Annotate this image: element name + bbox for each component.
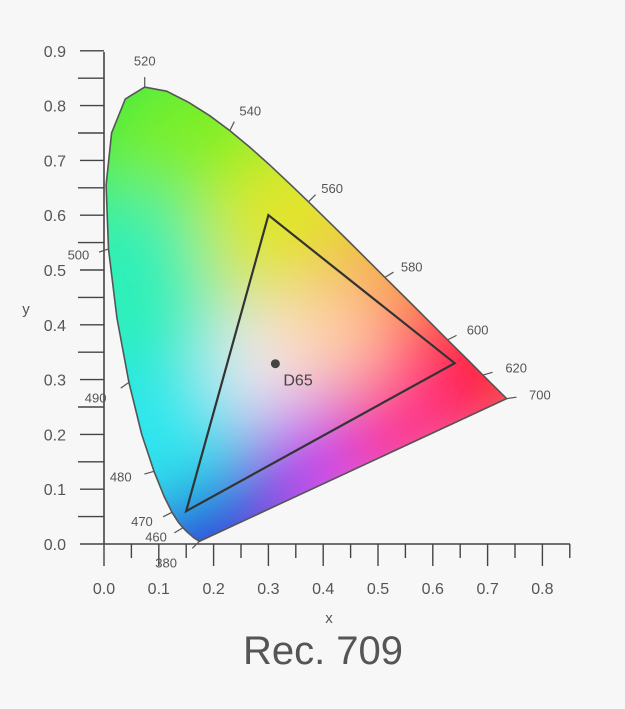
- wavelength-label: 700: [529, 387, 551, 402]
- axes: 0.0 0.1 0.2 0.3 0.4 0.5 0.6 0.7 0.8 0.0 0.1 0.2 0.3 0…: [44, 44, 571, 598]
- wavelength-label: 480: [110, 470, 132, 485]
- y-tick-label: 0.2: [44, 427, 66, 444]
- wavelength-label: 580: [401, 260, 423, 275]
- wavelength-tick: [162, 511, 173, 518]
- y-tick-label: 0.0: [44, 537, 66, 554]
- x-tick-label: 0.1: [148, 581, 170, 598]
- y-tick-label: 0.6: [44, 208, 66, 225]
- wavelength-tick: [174, 527, 184, 534]
- wavelength-label: 500: [68, 247, 90, 262]
- x-tick-label: 0.5: [367, 581, 389, 598]
- y-axis-label: y: [22, 301, 30, 318]
- wavelength-label: 470: [131, 514, 153, 529]
- y-tick-label: 0.8: [44, 99, 66, 116]
- y-tick-label: 0.1: [44, 482, 66, 499]
- wavelength-label: 380: [155, 556, 177, 571]
- wavelength-tick: [191, 540, 200, 549]
- wavelength-tick: [98, 248, 109, 253]
- spectral-locus-outline: [105, 86, 508, 543]
- wavelength-label: 620: [505, 361, 527, 376]
- white-point-marker: [270, 359, 280, 369]
- wavelength-tick: [144, 470, 155, 475]
- x-tick-label: 0.7: [476, 581, 498, 598]
- wavelength-label: 490: [85, 390, 107, 405]
- color-region: [106, 291, 258, 512]
- x-tick-label: 0.2: [202, 581, 224, 598]
- white-point-label: D65: [283, 373, 312, 390]
- color-region: [279, 280, 390, 391]
- wavelength-tick: [447, 334, 457, 341]
- chart-title: Rec. 709: [243, 629, 403, 673]
- y-tick-label: 0.5: [44, 263, 66, 280]
- wavelength-label: 560: [321, 181, 343, 196]
- wavelength-tick: [120, 381, 130, 389]
- y-tick-label: 0.9: [44, 44, 66, 61]
- x-axis-label: x: [325, 610, 333, 627]
- wavelength-tick: [308, 194, 316, 203]
- x-tick-label: 0.4: [312, 581, 334, 598]
- x-tick-label: 0.0: [93, 581, 115, 598]
- spectral-locus-fill: [106, 87, 507, 542]
- x-tick-label: 0.8: [531, 581, 553, 598]
- x-tick-label: 0.3: [257, 581, 279, 598]
- wavelength-tick: [229, 121, 235, 131]
- wavelength-label: 540: [239, 103, 261, 118]
- rec709-gamut-triangle: [184, 213, 457, 514]
- color-region: [106, 190, 216, 371]
- y-tick-label: 0.7: [44, 153, 66, 170]
- x-tick-label: 0.6: [422, 581, 444, 598]
- wavelength-label: 520: [134, 53, 156, 68]
- wavelength-tick: [482, 371, 493, 376]
- y-tick-label: 0.3: [44, 373, 66, 390]
- wavelength-tick: [506, 396, 517, 400]
- wavelength-label: 460: [145, 529, 167, 544]
- wavelength-label: 600: [467, 322, 489, 337]
- wavelength-tick: [384, 271, 394, 278]
- y-tick-label: 0.4: [44, 318, 66, 335]
